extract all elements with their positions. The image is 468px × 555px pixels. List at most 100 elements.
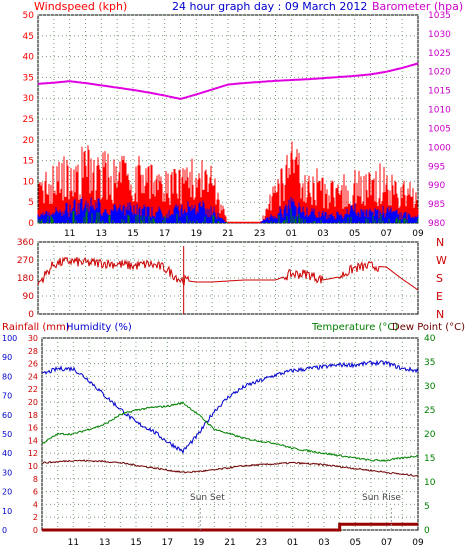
humidity-tick: 16: [28, 424, 38, 433]
dewpoint-line: [41, 459, 419, 477]
direction-degree-tick: 90: [23, 292, 35, 302]
temperature-tick-labels: 0 5 10 15 20 25 30 35 40: [424, 334, 436, 536]
windspeed-tick: 50: [23, 11, 35, 21]
panel-direction-grid: [37, 241, 419, 315]
compass-tick: N: [436, 308, 444, 321]
humidity-tick: 4: [33, 500, 38, 509]
humidity-tick: 20: [28, 398, 38, 407]
temperature-tick: 30: [424, 382, 436, 392]
time-tick: 11: [64, 229, 75, 239]
barometer-tick: 1010: [428, 106, 451, 116]
barometer-tick: 995: [428, 162, 445, 172]
time-tick: 17: [159, 229, 170, 239]
time-tick: 03: [318, 538, 329, 548]
rainfall-tick: 100: [2, 334, 17, 343]
sunrise-annotation: Sun Rise: [362, 493, 401, 503]
humidity-tick: 12: [28, 449, 38, 458]
direction-degree-tick: 180: [17, 274, 34, 284]
temperature-tick: 25: [424, 406, 435, 416]
rainfall-tick: 30: [2, 468, 12, 477]
compass-tick: S: [436, 272, 443, 285]
time-tick: 07: [381, 229, 392, 239]
time-tick: 19: [193, 538, 205, 548]
humidity-tick: 14: [28, 436, 38, 445]
time-tick: 09: [412, 229, 424, 239]
windspeed-tick: 25: [23, 115, 34, 125]
barometer-tick: 985: [428, 200, 445, 210]
rainfall-tick: 20: [2, 488, 12, 497]
humidity-tick: 8: [33, 475, 38, 484]
compass-tick: W: [436, 254, 447, 267]
humidity-tick: 2: [33, 513, 38, 522]
direction-degree-tick: 360: [17, 238, 34, 248]
barometer-axis-label: Barometer (hpa): [372, 0, 463, 13]
time-tick: 21: [224, 538, 235, 548]
panel-wind-grid: [37, 14, 419, 224]
direction-degree-tick-labels: 0 90 180 270 360: [17, 238, 34, 320]
direction-degree-tick: 270: [17, 256, 34, 266]
temperature-tick: 10: [424, 478, 436, 488]
humidity-tick: 0: [33, 526, 38, 535]
barometer-tick: 1005: [428, 124, 451, 134]
windspeed-axis-label: Windspeed (kph): [34, 0, 127, 13]
humidity-tick: 30: [28, 334, 38, 343]
barometer-tick: 1015: [428, 87, 451, 97]
barometer-tick: 1035: [428, 11, 451, 21]
time-tick: 01: [287, 538, 298, 548]
panel1-time-tick-labels: 11 13 15 17 19 21 23 01 03 05 07 09: [64, 229, 424, 239]
humidity-tick: 10: [28, 462, 38, 471]
time-tick: 15: [130, 538, 141, 548]
barometer-tick: 980: [428, 219, 445, 229]
humidity-tick: 22: [28, 385, 38, 394]
rainfall-tick: 0: [2, 526, 7, 535]
windspeed-tick: 20: [23, 136, 35, 146]
dewpoint-axis-label: Dew Point (°C): [392, 322, 465, 333]
panel-temp-grid: [41, 337, 419, 531]
humidity-tick: 28: [28, 347, 38, 356]
rainfall-line: [42, 522, 418, 532]
rainfall-tick: 10: [2, 507, 12, 516]
time-tick: 11: [68, 538, 79, 548]
windspeed-tick: 10: [23, 177, 35, 187]
humidity-tick: 24: [28, 372, 38, 381]
barometer-tick-labels: 980 985 990 995 1000 1005 1010 1015 1020 1025 1030…: [428, 11, 451, 229]
rainfall-axis-label: Rainfall (mm): [2, 322, 70, 333]
time-tick: 15: [127, 229, 138, 239]
humidity-line: [41, 359, 419, 455]
barometer-tick: 990: [428, 181, 445, 191]
windspeed-tick: 40: [23, 53, 35, 63]
barometer-tick: 1020: [428, 68, 451, 78]
time-tick: 09: [412, 538, 424, 548]
humidity-tick: 18: [28, 411, 38, 420]
time-tick: 07: [381, 538, 392, 548]
compass-tick: N: [436, 236, 444, 249]
time-tick: 21: [222, 229, 233, 239]
time-tick: 19: [191, 229, 203, 239]
time-tick: 23: [254, 229, 265, 239]
sunset-annotation: Sun Set: [190, 493, 225, 503]
direction-degree-tick: 0: [28, 310, 34, 320]
barometer-tick: 1000: [428, 143, 451, 153]
rainfall-tick: 50: [2, 430, 12, 439]
temperature-tick: 0: [424, 526, 430, 536]
rainfall-tick: 40: [2, 449, 12, 458]
windspeed-tick: 15: [23, 157, 34, 167]
rainfall-tick: 60: [2, 411, 12, 420]
humidity-tick: 26: [28, 360, 38, 369]
humidity-axis-label: Humidity (%): [66, 322, 132, 333]
panel3-series: [41, 359, 419, 532]
windspeed-tick: 30: [23, 94, 35, 104]
temperature-line: [41, 401, 419, 462]
panel3-time-tick-labels: 11 13 15 17 19 21 23 01 03 05 07 09: [68, 538, 424, 548]
panel2-series: [37, 246, 419, 314]
windspeed-tick-labels: 0 5 10 15 20 25 30 35 40 45 50: [23, 11, 35, 229]
chart-title: 24 hour graph day : 09 March 2012: [172, 0, 367, 13]
windspeed-tick: 5: [28, 198, 34, 208]
time-tick: 05: [350, 538, 361, 548]
time-tick: 23: [256, 538, 267, 548]
wind-direction-line: [37, 256, 419, 291]
panel1-series: [37, 62, 419, 224]
